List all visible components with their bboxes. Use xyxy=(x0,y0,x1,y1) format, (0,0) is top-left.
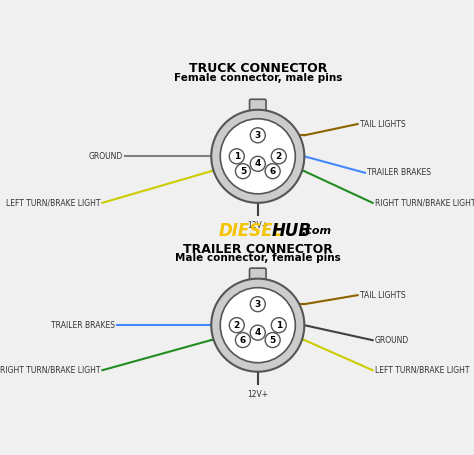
Circle shape xyxy=(211,110,304,203)
Text: TRAILER BRAKES: TRAILER BRAKES xyxy=(367,168,431,177)
Text: Female connector, male pins: Female connector, male pins xyxy=(173,73,342,83)
Circle shape xyxy=(250,297,265,312)
Text: TRUCK CONNECTOR: TRUCK CONNECTOR xyxy=(189,62,327,76)
Text: 3: 3 xyxy=(255,300,261,308)
Text: 4: 4 xyxy=(255,328,261,337)
Text: LEFT TURN/BRAKE LIGHT: LEFT TURN/BRAKE LIGHT xyxy=(6,198,100,207)
Text: RIGHT TURN/BRAKE LIGHT: RIGHT TURN/BRAKE LIGHT xyxy=(0,366,100,375)
Text: 1: 1 xyxy=(234,152,240,161)
Circle shape xyxy=(229,149,244,164)
FancyBboxPatch shape xyxy=(249,268,266,282)
Circle shape xyxy=(229,318,244,333)
Circle shape xyxy=(211,278,304,372)
Text: TRAILER CONNECTOR: TRAILER CONNECTOR xyxy=(183,243,333,256)
Text: DIESEL: DIESEL xyxy=(219,222,284,240)
Circle shape xyxy=(265,333,280,348)
Text: LEFT TURN/BRAKE LIGHT: LEFT TURN/BRAKE LIGHT xyxy=(375,366,469,375)
FancyBboxPatch shape xyxy=(249,99,266,113)
Circle shape xyxy=(250,157,265,172)
Text: 12V+: 12V+ xyxy=(247,221,268,230)
Circle shape xyxy=(250,325,265,340)
Circle shape xyxy=(271,318,286,333)
Text: HUB: HUB xyxy=(271,222,311,240)
Text: 5: 5 xyxy=(270,335,276,344)
Text: 5: 5 xyxy=(240,167,246,176)
Text: TRAILER BRAKES: TRAILER BRAKES xyxy=(51,321,115,330)
Circle shape xyxy=(220,119,295,194)
Text: TAIL LIGHTS: TAIL LIGHTS xyxy=(360,291,405,300)
Text: Male connector, female pins: Male connector, female pins xyxy=(175,253,341,263)
Text: 12V+: 12V+ xyxy=(247,390,268,399)
Text: 6: 6 xyxy=(270,167,276,176)
Circle shape xyxy=(250,128,265,143)
Text: GROUND: GROUND xyxy=(375,336,409,345)
Circle shape xyxy=(220,288,295,363)
Circle shape xyxy=(271,149,286,164)
Text: 4: 4 xyxy=(255,159,261,168)
Text: GROUND: GROUND xyxy=(89,152,123,161)
Text: 2: 2 xyxy=(276,152,282,161)
Circle shape xyxy=(265,164,280,179)
Circle shape xyxy=(236,164,250,179)
Text: 2: 2 xyxy=(234,321,240,330)
Text: 1: 1 xyxy=(276,321,282,330)
Text: RIGHT TURN/BRAKE LIGHT: RIGHT TURN/BRAKE LIGHT xyxy=(375,198,474,207)
Text: TAIL LIGHTS: TAIL LIGHTS xyxy=(360,120,405,128)
Text: 3: 3 xyxy=(255,131,261,140)
Text: .com: .com xyxy=(301,226,331,236)
Circle shape xyxy=(236,333,250,348)
Text: 6: 6 xyxy=(240,335,246,344)
